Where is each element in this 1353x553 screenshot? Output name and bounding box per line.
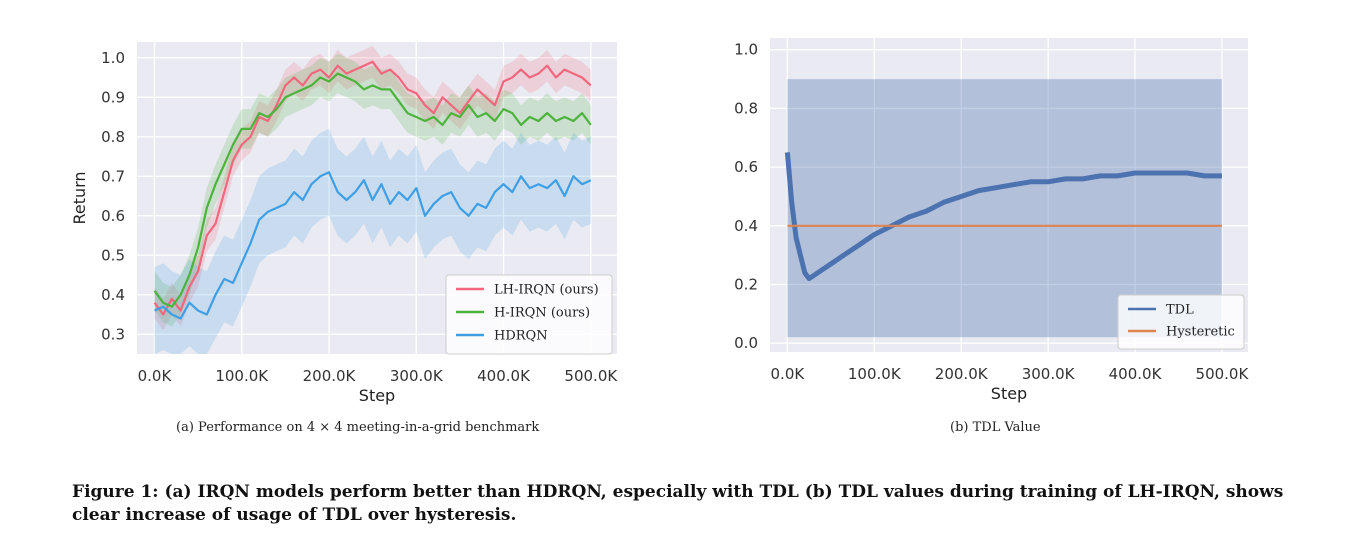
legend: TDL Hysteretic xyxy=(1117,294,1245,350)
y-tick-label: 0.5 xyxy=(101,246,125,264)
legend-entry: H-IRQN (ours) xyxy=(494,306,590,321)
x-tick-label: 500.0K xyxy=(564,367,618,385)
x-tick-label: 300.0K xyxy=(1022,365,1076,383)
series-line-1 xyxy=(784,152,1222,282)
y-tick-label: 0.6 xyxy=(101,207,125,225)
subcaption-b: (b) TDL Value xyxy=(950,420,1041,435)
series-band-1 xyxy=(787,79,1222,338)
x-tick-label: 400.0K xyxy=(477,367,531,385)
legend-entry: TDL xyxy=(1166,303,1194,318)
series-line-3 xyxy=(154,171,592,320)
legend-entry: HDRQN xyxy=(494,329,548,344)
chart-b-tdl-value: 0.0 0.2 0.4 0.6 0.8 1.0 0.0K 100.0K 200.0K 300.0K… xyxy=(734,38,1249,403)
x-tick-label: 400.0K xyxy=(1109,365,1163,383)
x-tick-label: 0.0K xyxy=(771,365,806,383)
series-band-2 xyxy=(154,53,591,327)
x-tick-label: 0.0K xyxy=(138,367,173,385)
x-tick-label: 100.0K xyxy=(215,367,269,385)
y-tick-label: 0.9 xyxy=(101,88,125,106)
x-axis-label: Step xyxy=(991,384,1027,403)
y-tick-label: 0.4 xyxy=(734,217,758,235)
x-axis-label: Step xyxy=(359,386,395,405)
x-tick-label: 200.0K xyxy=(935,365,989,383)
y-axis-label: Return xyxy=(70,171,89,224)
legend-box xyxy=(445,274,613,355)
series-line-1 xyxy=(153,60,592,316)
y-tick-label: 1.0 xyxy=(734,41,758,59)
y-tick-label: 0.8 xyxy=(101,128,125,146)
legend-entry: Hysteretic xyxy=(1166,325,1235,340)
y-tick-label: 1.0 xyxy=(101,49,125,67)
y-tick-label: 0.2 xyxy=(734,276,758,294)
x-tick-label: 200.0K xyxy=(303,367,357,385)
legend: LH-IRQN (ours) H-IRQN (ours) HDRQN xyxy=(445,274,613,355)
x-tick-label: 500.0K xyxy=(1196,365,1250,383)
y-tick-label: 0.4 xyxy=(101,286,125,304)
y-tick-label: 0.3 xyxy=(101,325,125,343)
series-band-1 xyxy=(154,45,591,331)
y-tick-label: 0.8 xyxy=(734,99,758,117)
subcaption-a: (a) Performance on 4 × 4 meeting-in-a-gr… xyxy=(176,420,540,435)
series-line-2 xyxy=(153,72,592,308)
x-tick-label: 300.0K xyxy=(390,367,444,385)
legend-entry: LH-IRQN (ours) xyxy=(494,283,599,298)
y-tick-label: 0.7 xyxy=(101,167,125,185)
figure-caption: Figure 1: (a) IRQN models perform better… xyxy=(72,482,1284,525)
chart-a-performance: 0.3 0.4 0.5 0.6 0.7 0.8 0.9 1.0 0.0K 100.0K 200.0K… xyxy=(70,42,618,405)
series-band-3 xyxy=(154,128,591,354)
y-tick-label: 0.0 xyxy=(734,334,758,352)
x-tick-label: 100.0K xyxy=(848,365,902,383)
y-tick-label: 0.6 xyxy=(734,158,758,176)
